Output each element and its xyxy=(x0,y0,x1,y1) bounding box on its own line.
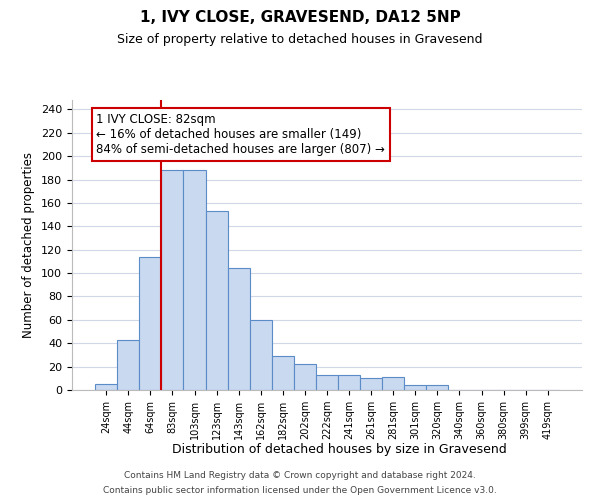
Text: 1 IVY CLOSE: 82sqm
← 16% of detached houses are smaller (149)
84% of semi-detach: 1 IVY CLOSE: 82sqm ← 16% of detached hou… xyxy=(96,113,385,156)
Bar xyxy=(382,377,404,390)
Bar xyxy=(404,386,427,390)
Bar xyxy=(139,256,161,390)
Bar xyxy=(95,384,117,390)
Bar xyxy=(272,356,294,390)
Bar xyxy=(316,375,338,390)
Bar xyxy=(250,320,272,390)
Bar xyxy=(338,375,360,390)
Y-axis label: Number of detached properties: Number of detached properties xyxy=(22,152,35,338)
Bar xyxy=(184,170,206,390)
Text: Contains public sector information licensed under the Open Government Licence v3: Contains public sector information licen… xyxy=(103,486,497,495)
Text: Contains HM Land Registry data © Crown copyright and database right 2024.: Contains HM Land Registry data © Crown c… xyxy=(124,471,476,480)
Text: Distribution of detached houses by size in Gravesend: Distribution of detached houses by size … xyxy=(172,442,506,456)
Bar xyxy=(294,364,316,390)
Text: Size of property relative to detached houses in Gravesend: Size of property relative to detached ho… xyxy=(117,32,483,46)
Bar xyxy=(427,386,448,390)
Bar xyxy=(206,211,227,390)
Bar xyxy=(227,268,250,390)
Bar xyxy=(117,340,139,390)
Bar xyxy=(360,378,382,390)
Bar xyxy=(161,170,184,390)
Text: 1, IVY CLOSE, GRAVESEND, DA12 5NP: 1, IVY CLOSE, GRAVESEND, DA12 5NP xyxy=(140,10,460,25)
